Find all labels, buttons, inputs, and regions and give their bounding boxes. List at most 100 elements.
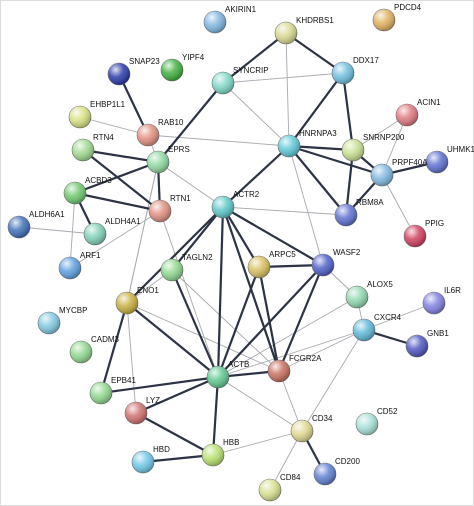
node-label: CXCR4: [374, 313, 402, 322]
node-shine: [335, 204, 357, 226]
node-label: CADM3: [91, 335, 120, 344]
edge: [157, 161, 224, 208]
edge: [216, 206, 225, 378]
edge: [171, 269, 280, 372]
node-shine: [248, 256, 270, 278]
node-label: PRPF40A: [392, 158, 428, 167]
node-label: ACTB: [228, 360, 249, 369]
node-shine: [149, 200, 171, 222]
node-shine: [204, 11, 226, 33]
node-label: SNRNP200: [363, 133, 405, 142]
node-shine: [137, 124, 159, 146]
node-shine: [259, 479, 281, 501]
edge: [159, 210, 219, 378]
node-shine: [116, 292, 138, 314]
nodes: AKIRIN1 PDCD4 KHDRBS1 SNAP23 YIPF4 SYNCRIP DDX…: [7, 3, 474, 502]
node-label: KHDRBS1: [296, 16, 334, 25]
edge: [211, 376, 220, 456]
node-shine: [132, 451, 154, 473]
node-shine: [84, 223, 106, 245]
node-label: HBB: [223, 438, 239, 447]
edge: [147, 134, 290, 147]
edge: [285, 32, 344, 74]
node-label: PPIG: [425, 219, 444, 228]
node-label: CD34: [312, 414, 333, 423]
node-shine: [406, 335, 428, 357]
node-label: RTN4: [93, 133, 114, 142]
node-shine: [346, 286, 368, 308]
edge: [222, 145, 290, 208]
node-shine: [59, 257, 81, 279]
node-shine: [404, 225, 426, 247]
edge: [288, 144, 383, 177]
node-shine: [268, 360, 290, 382]
node-shine: [8, 216, 30, 238]
node-shine: [212, 72, 234, 94]
node-shine: [69, 106, 91, 128]
edge: [142, 453, 214, 464]
node-label: MYCBP: [59, 306, 87, 315]
edge: [381, 174, 416, 237]
node-label: RAB10: [158, 118, 184, 127]
edge: [301, 329, 365, 432]
edge: [212, 430, 303, 456]
edge: [69, 192, 76, 269]
node-shine: [342, 139, 364, 161]
edge: [74, 160, 159, 195]
edge: [285, 32, 290, 147]
node-shine: [275, 22, 297, 44]
node-label: FCGR2A: [289, 354, 322, 363]
node-label: ALOX5: [367, 280, 393, 289]
node-label: RTN1: [170, 194, 191, 203]
node-label: ALDH6A1: [29, 210, 65, 219]
node-label: CD84: [280, 473, 301, 482]
node-label: DDX17: [353, 56, 379, 65]
node-label: IL6R: [444, 286, 461, 295]
node-shine: [314, 463, 336, 485]
node-shine: [353, 319, 375, 341]
edge: [341, 72, 355, 151]
node-label: HBD: [153, 445, 170, 454]
node-shine: [161, 59, 183, 81]
node-label: RBM8A: [356, 198, 384, 207]
node-shine: [373, 9, 395, 31]
node-label: CD52: [377, 407, 398, 416]
edge: [18, 226, 96, 235]
edge: [157, 82, 224, 163]
node-label: EHBP1L1: [90, 100, 126, 109]
node-shine: [396, 104, 418, 126]
node-label: TAGLN2: [182, 253, 213, 262]
edge: [217, 329, 365, 378]
edge: [277, 264, 325, 372]
edge: [222, 206, 347, 216]
edge: [79, 116, 149, 136]
edge: [82, 148, 159, 164]
edge: [126, 206, 224, 304]
node-label: PDCD4: [394, 3, 422, 12]
node-label: EPRS: [168, 145, 190, 154]
edge: [126, 161, 159, 304]
node-label: UHMK1: [447, 145, 474, 154]
node-label: EPB41: [111, 376, 136, 385]
node-shine: [278, 135, 300, 157]
edge: [222, 72, 344, 84]
edge: [126, 302, 219, 378]
edge: [135, 375, 219, 415]
edge: [171, 206, 224, 271]
node-label: GNB1: [427, 329, 449, 338]
node-shine: [332, 62, 354, 84]
node-label: HNRNPA3: [299, 129, 337, 138]
node-shine: [64, 182, 86, 204]
node-shine: [70, 341, 92, 363]
edge: [257, 266, 281, 372]
edge: [288, 145, 347, 216]
node-label: ENO1: [137, 286, 159, 295]
edge: [217, 264, 324, 378]
edge: [222, 206, 324, 266]
node-label: ARF1: [80, 251, 101, 260]
edge: [126, 302, 280, 372]
edge: [222, 32, 287, 84]
edge: [217, 296, 358, 378]
